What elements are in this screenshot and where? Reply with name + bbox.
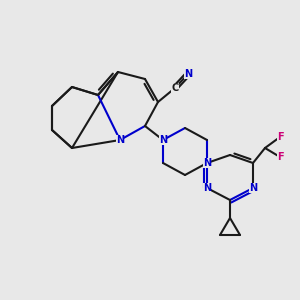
Text: N: N xyxy=(249,183,257,193)
Text: N: N xyxy=(116,135,124,145)
Text: F: F xyxy=(277,132,283,142)
Text: N: N xyxy=(159,135,167,145)
Text: N: N xyxy=(203,183,211,193)
Text: N: N xyxy=(184,69,192,79)
Text: C: C xyxy=(171,83,178,93)
Text: F: F xyxy=(277,152,283,162)
Text: N: N xyxy=(203,158,211,168)
